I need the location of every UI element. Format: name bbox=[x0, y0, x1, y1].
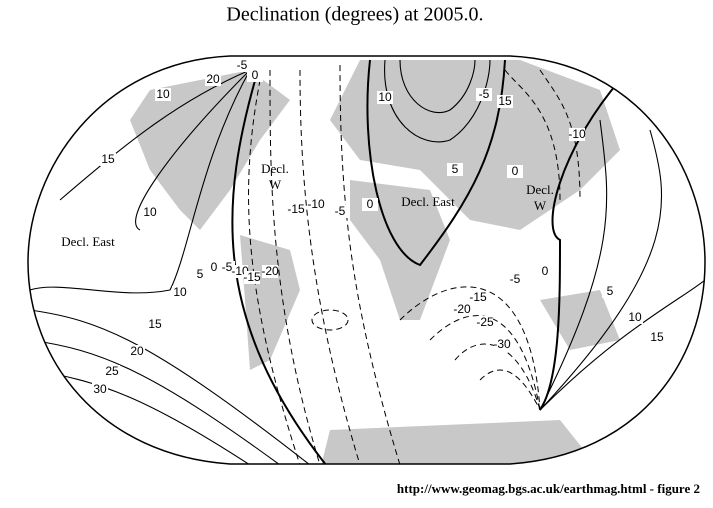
label-backdrop bbox=[155, 88, 171, 101]
map-body bbox=[29, 59, 705, 464]
contour-label: 20 bbox=[206, 72, 220, 86]
contour-label: -15 bbox=[243, 270, 261, 284]
contour-label: 0 bbox=[512, 164, 519, 178]
contour-label: 10 bbox=[378, 90, 392, 104]
label-backdrop bbox=[308, 198, 324, 211]
label-backdrop bbox=[172, 286, 188, 299]
contour-label: 15 bbox=[148, 317, 162, 331]
contour-label: -25 bbox=[476, 315, 494, 329]
region-label: W bbox=[534, 198, 547, 213]
contour-label: -20 bbox=[453, 302, 471, 316]
contour-label: -5 bbox=[222, 260, 233, 274]
label-backdrop bbox=[470, 291, 486, 304]
region-label: Decl. bbox=[526, 182, 554, 197]
label-backdrop bbox=[100, 153, 116, 166]
contour-label: -10 bbox=[307, 197, 325, 211]
label-backdrop bbox=[507, 165, 523, 178]
label-backdrop bbox=[454, 303, 470, 316]
label-backdrop bbox=[507, 273, 523, 286]
region-label: W bbox=[269, 177, 282, 192]
label-backdrop bbox=[332, 205, 348, 218]
contour-label: -10 bbox=[568, 127, 586, 141]
region-label: Decl. East bbox=[401, 194, 455, 209]
label-backdrop bbox=[147, 318, 163, 331]
contour-label: 10 bbox=[628, 310, 642, 324]
label-backdrop bbox=[477, 316, 493, 329]
label-backdrop bbox=[244, 271, 260, 284]
label-backdrop bbox=[262, 265, 278, 278]
label-backdrop bbox=[494, 338, 510, 351]
contour-label: 0 bbox=[367, 197, 374, 211]
label-backdrop bbox=[497, 95, 513, 108]
map-outline bbox=[27, 55, 706, 465]
label-backdrop bbox=[537, 265, 553, 278]
region-label: Decl. East bbox=[61, 234, 115, 249]
label-backdrop bbox=[362, 198, 378, 211]
contour-label: -5 bbox=[479, 87, 490, 101]
contour-label: 5 bbox=[452, 162, 459, 176]
contour-label: 0 bbox=[252, 68, 259, 82]
label-backdrop bbox=[234, 59, 250, 72]
contour-label: 10 bbox=[173, 285, 187, 299]
label-backdrop bbox=[104, 365, 120, 378]
label-backdrop bbox=[627, 311, 643, 324]
region-label: Decl. bbox=[261, 161, 289, 176]
label-backdrop bbox=[206, 261, 222, 274]
contour-label: 15 bbox=[498, 94, 512, 108]
label-backdrop bbox=[476, 88, 492, 101]
source-url: http://www.geomag.bgs.ac.uk/earthmag.htm… bbox=[397, 481, 700, 496]
contour-label: 30 bbox=[93, 382, 107, 396]
contour-label: 5 bbox=[197, 267, 204, 281]
contour-label: 0 bbox=[211, 260, 218, 274]
title: Declination (degrees) at 2005.0. bbox=[226, 4, 483, 26]
label-backdrop bbox=[219, 261, 235, 274]
contour-label: 15 bbox=[101, 152, 115, 166]
label-backdrop bbox=[129, 345, 145, 358]
contour-label: -15 bbox=[469, 290, 487, 304]
land bbox=[130, 60, 620, 464]
label-backdrop bbox=[288, 203, 304, 216]
label-backdrop bbox=[92, 383, 108, 396]
contour-label: 0 bbox=[542, 264, 549, 278]
contour-label: -15 bbox=[287, 202, 305, 216]
contour-label: -30 bbox=[493, 337, 511, 351]
label-backdrop bbox=[377, 91, 393, 104]
contour-label: 15 bbox=[650, 330, 664, 344]
label-backdrop bbox=[569, 128, 585, 141]
label-backdrop bbox=[602, 285, 618, 298]
label-backdrop bbox=[247, 69, 263, 82]
label-backdrop bbox=[205, 73, 221, 86]
contour-label: 25 bbox=[105, 364, 119, 378]
contour-label: 20 bbox=[130, 344, 144, 358]
contour-label: -5 bbox=[237, 58, 248, 72]
contour-label: 5 bbox=[607, 284, 614, 298]
contour-label: -5 bbox=[335, 204, 346, 218]
contour-label: -20 bbox=[261, 264, 279, 278]
label-backdrop bbox=[142, 206, 158, 219]
label-backdrop bbox=[447, 163, 463, 176]
contour-label: 10 bbox=[143, 205, 157, 219]
contour-label: -5 bbox=[510, 272, 521, 286]
contour-label: 10 bbox=[156, 87, 170, 101]
label-backdrop bbox=[649, 331, 665, 344]
label-backdrop bbox=[192, 268, 208, 281]
